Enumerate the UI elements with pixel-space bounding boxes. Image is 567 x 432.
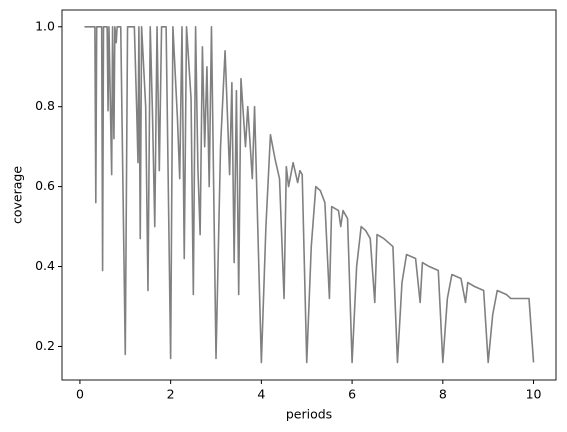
y-tick-label: 0.2 [35,338,55,353]
y-tick-label: 0.6 [35,178,55,193]
y-axis-label: coverage [10,166,25,224]
x-tick-label: 0 [76,387,84,402]
y-tick-label: 0.4 [35,258,55,273]
line [84,25,535,364]
x-tick-label: 6 [348,387,356,402]
plot-frame [61,9,557,381]
x-tick-label: 10 [526,387,542,402]
x-axis-label: periods [286,407,332,422]
x-tick-label: 2 [167,387,175,402]
x-tick-label: 4 [257,387,265,402]
x-tick-label: 8 [439,387,447,402]
y-tick-label: 0.8 [35,98,55,113]
y-tick-label: 1.0 [35,18,55,33]
